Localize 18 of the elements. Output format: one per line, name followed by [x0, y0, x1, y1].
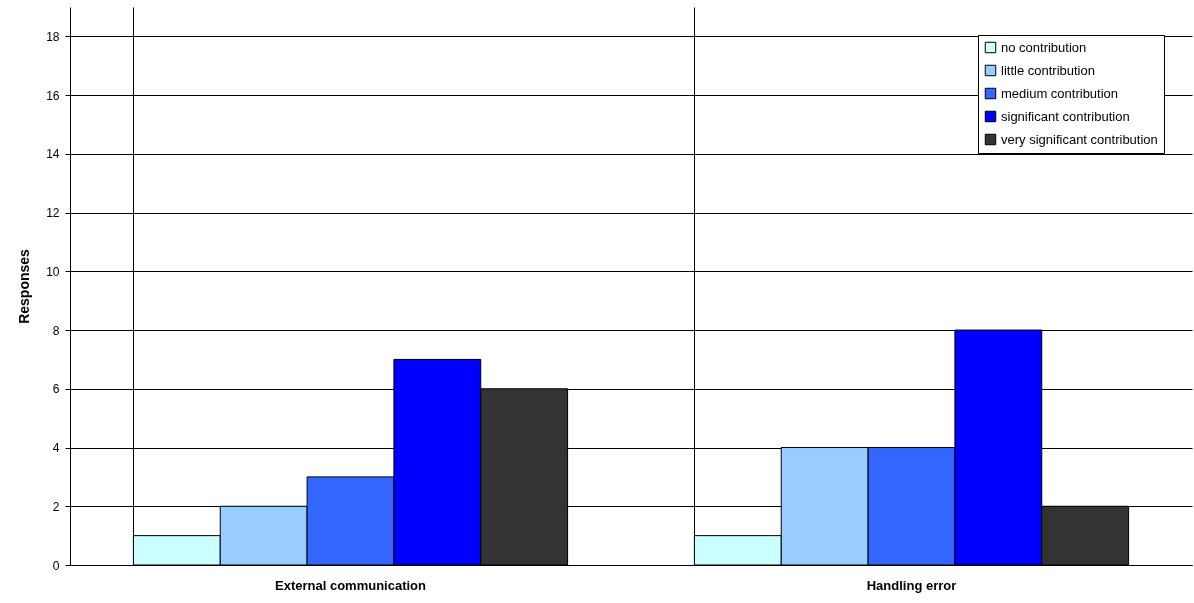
legend-label: no contribution — [1001, 39, 1087, 55]
legend-label: little contribution — [1001, 62, 1095, 78]
legend-label: very significant contribution — [1001, 131, 1158, 147]
y-tick-label: 16 — [46, 88, 60, 103]
legend-label: significant contribution — [1001, 108, 1130, 124]
y-tick-label: 2 — [52, 499, 60, 514]
y-tick-label: 14 — [46, 147, 60, 162]
y-tick-label: 8 — [52, 323, 60, 338]
y-tick-label: 4 — [52, 441, 60, 456]
y-tick-label: 18 — [46, 29, 60, 44]
y-axis-title: Responses — [16, 248, 33, 324]
y-tick-label: 12 — [46, 206, 60, 221]
y-tick-label: 10 — [46, 264, 60, 279]
y-tick-label: 0 — [52, 558, 60, 573]
x-tick-label: Handling error — [866, 577, 957, 593]
y-tick-label: 6 — [52, 382, 60, 397]
legend-label: medium contribution — [1001, 85, 1119, 101]
x-tick-label: External communication — [275, 577, 427, 593]
